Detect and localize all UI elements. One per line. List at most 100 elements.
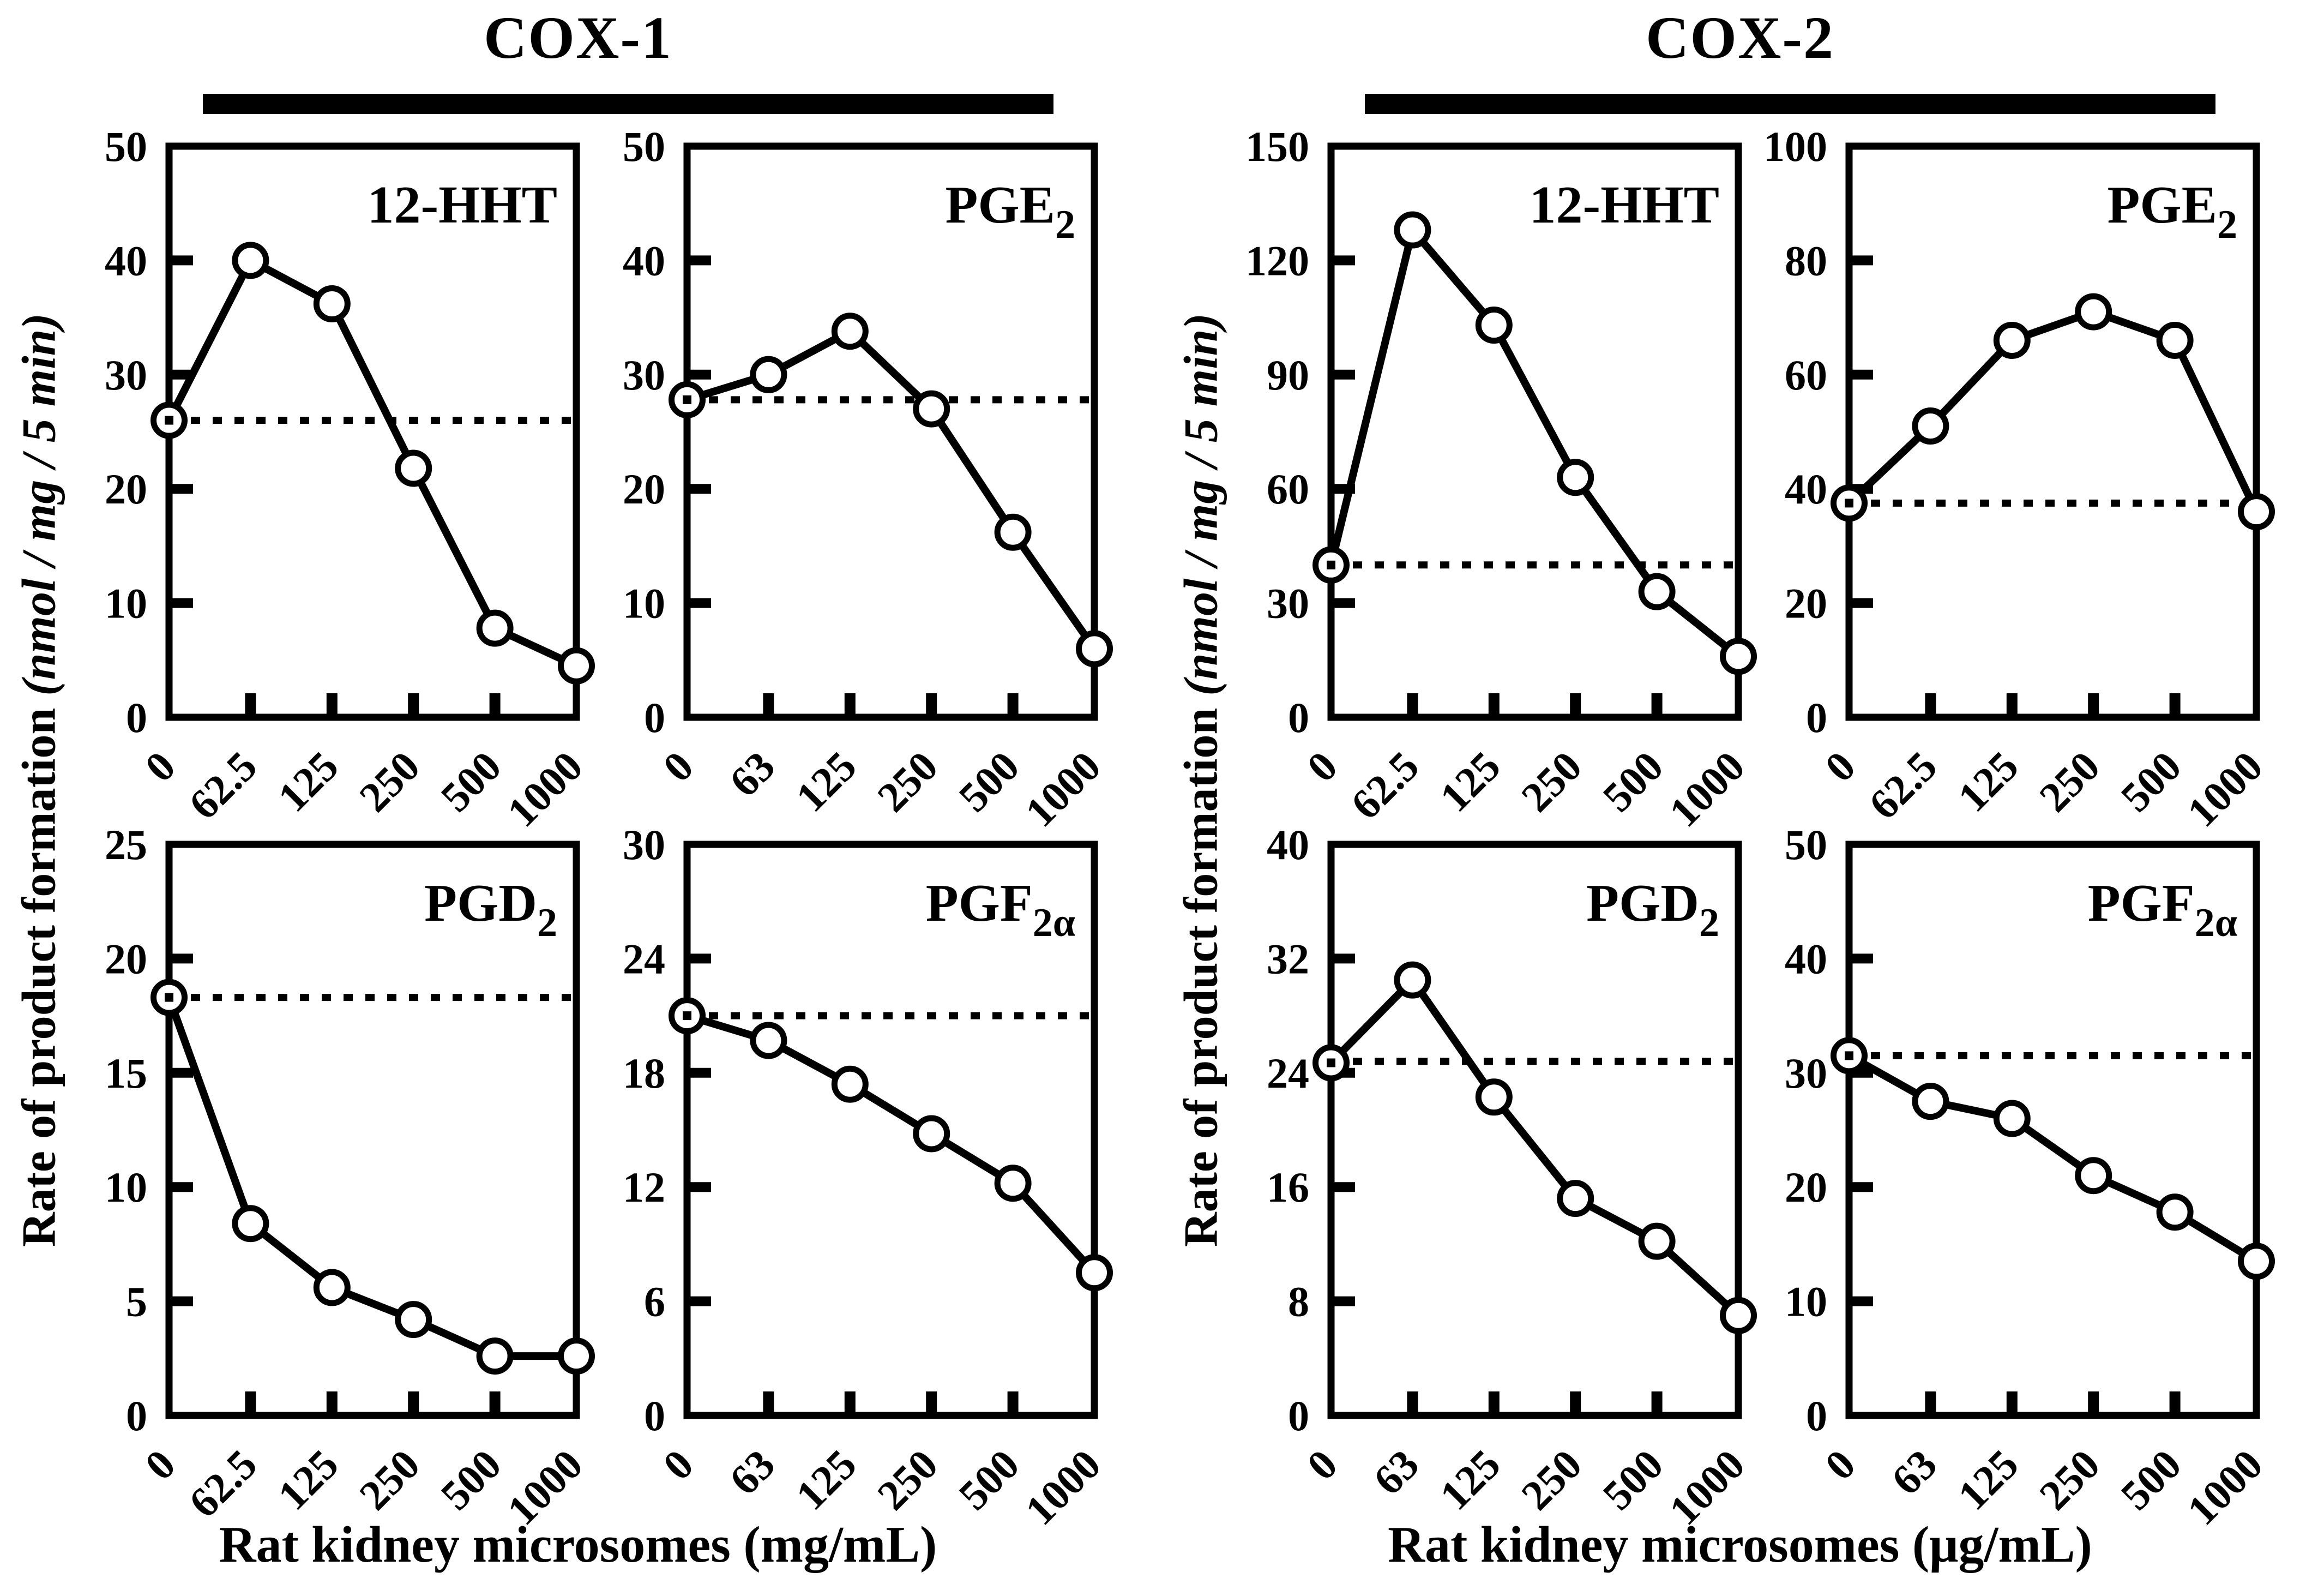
data-line xyxy=(1846,308,2260,514)
data-point-marker xyxy=(313,285,351,322)
x-tick-label: 250 xyxy=(1512,742,1591,821)
data-point-marker xyxy=(1475,1078,1513,1116)
x-tick-label: 62.5 xyxy=(179,742,266,829)
x-axis-title-cox1: Rat kidney microsomes (mg/mL) xyxy=(219,1516,937,1573)
y-tick-label: 40 xyxy=(1785,465,1827,513)
y-tick-label: 40 xyxy=(1785,935,1827,982)
data-line xyxy=(165,256,578,670)
y-tick-label: 0 xyxy=(1288,694,1309,741)
data-point-marker xyxy=(1638,1222,1676,1260)
x-tick-label: 250 xyxy=(2030,1441,2109,1519)
x-tick-label: 0 xyxy=(136,1441,184,1489)
x-tick-label: 125 xyxy=(1949,1441,2027,1519)
panel-underline-bar-cox2 xyxy=(1365,94,2215,114)
data-point-marker xyxy=(395,449,432,487)
y-tick-label: 40 xyxy=(623,237,665,284)
x-tick-label: 63 xyxy=(720,1441,784,1504)
baseline-dash-in-marker xyxy=(1845,499,1853,508)
chart-label: PGD2 xyxy=(1586,874,1719,945)
data-point-marker xyxy=(750,1022,787,1059)
x-tick-label: 125 xyxy=(1431,742,1509,821)
x-tick-label: 63 xyxy=(1882,1441,1946,1504)
y-axis-title-text-cox1: Rate of product formation xyxy=(13,707,66,1247)
data-point-marker xyxy=(1076,1254,1113,1292)
x-tick-label: 250 xyxy=(2030,742,2109,821)
data-point-marker xyxy=(1557,459,1594,496)
x-tick-label: 125 xyxy=(269,742,347,821)
x-tick-label: 500 xyxy=(2111,742,2190,821)
x-tick-label: 63 xyxy=(1364,1441,1428,1504)
data-line xyxy=(1327,226,1741,659)
y-tick-label: 5 xyxy=(126,1278,147,1325)
data-point-marker xyxy=(750,356,787,393)
panel-title-cox2: COX-2 xyxy=(1645,4,1835,71)
y-tick-label: 15 xyxy=(105,1049,147,1097)
y-tick-label: 0 xyxy=(644,1392,665,1439)
data-point-marker xyxy=(1720,638,1757,675)
y-tick-label: 25 xyxy=(105,821,147,868)
data-point-marker xyxy=(1993,1100,2031,1137)
data-point-marker xyxy=(1475,307,1513,344)
charts-grid-cox1: 0 10 20 30 40 50 0 62.5 125 250 500 1000 12-HHT 0 10 20… xyxy=(60,123,1113,1549)
data-point-marker xyxy=(913,1115,950,1153)
y-tick-label: 10 xyxy=(105,1163,147,1211)
chart-label: PGF2α xyxy=(2088,874,2237,945)
x-tick-label: 250 xyxy=(350,1441,429,1519)
chart-label: PGD2 xyxy=(424,874,557,945)
chart-label: PGF2α xyxy=(926,874,1075,945)
y-tick-label: 0 xyxy=(126,694,147,741)
x-tick-label: 500 xyxy=(949,1441,1028,1519)
x-tick-label: 0 xyxy=(654,1441,702,1489)
plot-frame xyxy=(683,142,1098,721)
x-axis-title-cox2: Rat kidney microsomes (μg/mL) xyxy=(1388,1516,2092,1573)
x-tick-label: 125 xyxy=(1949,742,2027,821)
x-tick-label: 0 xyxy=(1298,1441,1346,1489)
x-tick-label: 125 xyxy=(787,1441,865,1519)
y-tick-label: 12 xyxy=(623,1163,665,1211)
x-tick-label: 63 xyxy=(720,742,784,806)
y-tick-label: 18 xyxy=(623,1049,665,1097)
y-tick-label: 40 xyxy=(1267,821,1309,868)
data-point-marker xyxy=(831,313,869,350)
y-tick-label: 80 xyxy=(1785,237,1827,284)
baseline-dash-in-marker xyxy=(1327,560,1335,569)
x-tick-label: 500 xyxy=(2111,1441,2190,1519)
data-point-marker xyxy=(558,1337,595,1375)
data-point-marker xyxy=(1394,211,1431,249)
data-point-marker xyxy=(913,390,950,428)
data-point-marker xyxy=(1993,321,2031,359)
x-tick-label: 1000 xyxy=(1016,742,1110,836)
data-point-marker xyxy=(232,1205,269,1243)
chart-label: 12-HHT xyxy=(1530,176,1719,235)
data-line xyxy=(1847,1052,2259,1265)
y-tick-label: 120 xyxy=(1245,237,1309,284)
y-axis-title-cox2: Rate of product formation (nmol / mg / 5… xyxy=(1174,131,1229,1429)
panel-cox1: COX-1 Rate of product formation (nmol / … xyxy=(13,4,1113,1573)
plot-frame xyxy=(1327,841,1742,1419)
baseline-dash-in-marker xyxy=(1327,1058,1335,1067)
y-tick-label: 20 xyxy=(105,465,147,513)
baseline-dash-in-marker xyxy=(683,1011,691,1021)
data-point-marker xyxy=(313,1269,351,1306)
y-tick-label: 30 xyxy=(105,351,147,399)
y-tick-label: 20 xyxy=(623,465,665,513)
x-tick-label: 500 xyxy=(949,742,1028,821)
x-tick-label: 250 xyxy=(350,742,429,821)
x-tick-label: 500 xyxy=(431,1441,510,1519)
y-tick-label: 10 xyxy=(623,580,665,627)
y-axis-title-units-cox2: (nmol / mg / 5 min) xyxy=(1175,313,1228,696)
plot-frame xyxy=(1845,841,2260,1419)
data-point-marker xyxy=(831,1065,869,1103)
data-line xyxy=(1328,976,1741,1318)
x-tick-label: 125 xyxy=(1431,1441,1509,1519)
data-point-marker xyxy=(994,1165,1032,1202)
data-point-marker xyxy=(1720,1297,1757,1334)
y-tick-label: 50 xyxy=(105,123,147,170)
x-tick-label: 0 xyxy=(1298,742,1346,791)
y-tick-label: 30 xyxy=(623,351,665,399)
